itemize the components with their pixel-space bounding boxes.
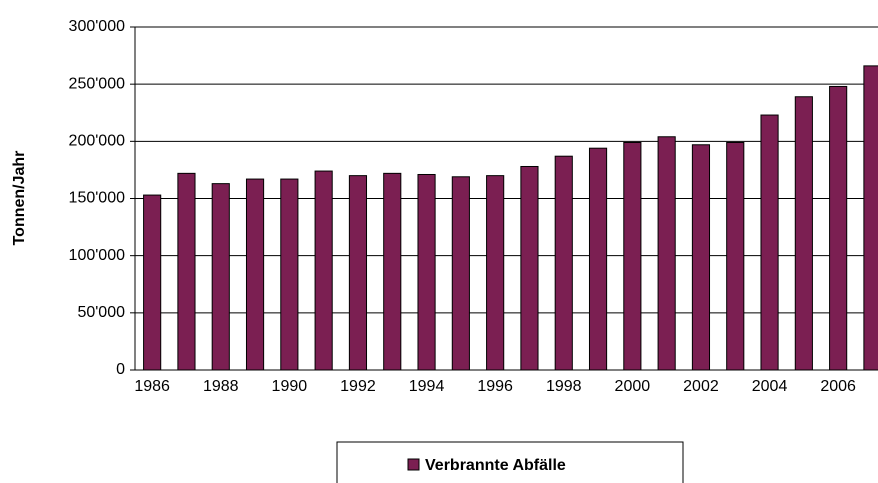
x-tick-label: 2004: [752, 378, 788, 395]
x-tick-label: 1990: [272, 378, 308, 395]
bar: [520, 165, 539, 371]
bar: [451, 176, 470, 371]
legend-label: Verbrannte Abfälle: [425, 457, 566, 474]
y-tick-label: 0: [116, 361, 125, 378]
y-tick-label: 50'000: [77, 304, 125, 321]
bar: [280, 178, 299, 371]
x-tick-label: 1988: [203, 378, 239, 395]
x-tick-label: 1992: [340, 378, 376, 395]
bar: [211, 183, 230, 371]
bar: [657, 136, 676, 371]
bar: [691, 144, 711, 371]
bar: [863, 65, 878, 371]
bar: [245, 178, 265, 371]
bar: [794, 96, 813, 371]
x-tick-label: 1996: [477, 378, 513, 395]
y-tick-label: 300'000: [69, 18, 126, 35]
x-tick-label: 1994: [409, 378, 445, 395]
bar: [383, 172, 402, 371]
bar: [314, 170, 333, 371]
bar: [143, 194, 162, 371]
x-tick-label: 1998: [546, 378, 582, 395]
x-tick-label: 1986: [134, 378, 170, 395]
bar: [554, 155, 573, 371]
bar: [588, 147, 608, 371]
bar: [829, 85, 848, 371]
bar: [760, 114, 779, 371]
y-tick-label: 150'000: [69, 190, 126, 207]
bar: [726, 141, 745, 371]
legend-box: [336, 441, 684, 483]
y-tick-label: 200'000: [69, 133, 126, 150]
x-tick-label: 2000: [615, 378, 651, 395]
bar: [417, 173, 436, 371]
bar: [348, 175, 368, 371]
bar: [486, 175, 505, 371]
y-axis-label: Tonnen/Jahr: [11, 151, 28, 246]
y-tick-label: 250'000: [69, 75, 126, 92]
legend-swatch: [407, 458, 420, 471]
bar: [177, 172, 196, 371]
x-tick-label: 2002: [683, 378, 719, 395]
x-tick-label: 2006: [820, 378, 856, 395]
bar: [623, 141, 642, 371]
y-tick-label: 100'000: [69, 247, 126, 264]
